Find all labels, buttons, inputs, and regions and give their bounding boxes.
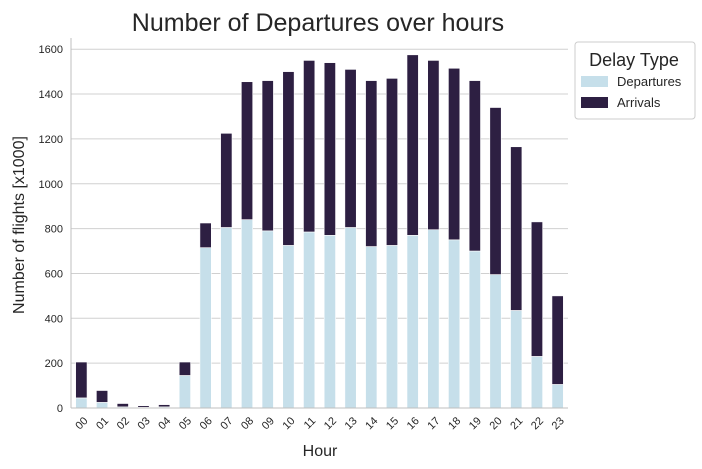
- bar-departures-11: [303, 231, 316, 409]
- bar-arrivals-15: [385, 78, 398, 246]
- y-tick-label: 1400: [39, 89, 63, 101]
- y-tick-label: 0: [57, 403, 63, 415]
- bar-arrivals-13: [344, 69, 357, 228]
- bar-arrivals-12: [323, 62, 336, 236]
- x-tick-label: 08: [239, 415, 256, 432]
- bar-departures-20: [489, 274, 502, 409]
- bar-arrivals-20: [489, 107, 502, 275]
- x-tick-label: 14: [363, 415, 380, 432]
- bar-arrivals-02: [116, 403, 129, 408]
- bar-arrivals-17: [427, 60, 440, 231]
- bar-departures-22: [530, 356, 543, 409]
- x-tick-label: 01: [94, 415, 111, 432]
- bar-departures-18: [448, 239, 461, 409]
- legend-swatch-arrivals: [581, 97, 608, 108]
- gridlines: [71, 48, 568, 409]
- x-tick-label: 23: [550, 415, 567, 432]
- x-tick-label: 15: [384, 415, 401, 432]
- bar-arrivals-09: [261, 80, 274, 232]
- x-tick-label: 12: [322, 415, 339, 432]
- y-tick-label: 600: [45, 268, 63, 280]
- bar-arrivals-03: [137, 405, 150, 408]
- y-axis-label: Number of flights [x1000]: [11, 136, 28, 314]
- bar-departures-08: [241, 219, 254, 409]
- bar-arrivals-01: [96, 390, 109, 403]
- bar-arrivals-04: [158, 404, 171, 408]
- x-tick-label: 06: [198, 415, 215, 432]
- bar-departures-06: [199, 247, 212, 409]
- x-tick-label: 10: [280, 415, 297, 432]
- bar-arrivals-22: [530, 221, 543, 357]
- bar-departures-00: [75, 397, 88, 409]
- x-tick-label: 22: [529, 415, 546, 432]
- bar-arrivals-11: [303, 60, 316, 233]
- y-tick-label: 800: [45, 224, 63, 236]
- x-tick-label: 04: [156, 415, 173, 432]
- bars: [75, 54, 564, 409]
- bar-arrivals-14: [365, 80, 378, 247]
- bar-departures-17: [427, 229, 440, 409]
- bar-departures-13: [344, 227, 357, 409]
- x-tick-label: 11: [302, 415, 319, 432]
- x-tick-label: 17: [425, 415, 442, 432]
- bar-arrivals-00: [75, 361, 88, 399]
- bar-departures-21: [510, 310, 523, 409]
- bar-arrivals-19: [468, 80, 481, 252]
- x-tick-label: 13: [343, 415, 360, 432]
- bar-departures-14: [365, 246, 378, 409]
- y-tick-label: 1600: [39, 44, 63, 56]
- x-tick-label: 09: [260, 415, 277, 432]
- y-tick-label: 1200: [39, 134, 63, 146]
- bar-departures-01: [96, 402, 109, 409]
- legend-title: Delay Type: [589, 50, 679, 70]
- bar-arrivals-06: [199, 222, 212, 248]
- bar-arrivals-08: [241, 81, 254, 220]
- y-tick-label: 400: [45, 313, 63, 325]
- bar-departures-16: [406, 235, 419, 409]
- legend-label-departures: Departures: [617, 74, 682, 89]
- x-tick-label: 21: [508, 415, 525, 432]
- x-tick-label: 18: [446, 415, 463, 432]
- bar-departures-05: [178, 375, 191, 409]
- bar-departures-23: [551, 384, 564, 409]
- bar-departures-19: [468, 250, 481, 409]
- y-tick-label: 1000: [39, 179, 63, 191]
- x-tick-label: 07: [218, 415, 235, 432]
- bar-arrivals-05: [178, 361, 191, 376]
- bar-arrivals-16: [406, 54, 419, 236]
- x-tick-label: 00: [73, 415, 90, 432]
- bar-departures-12: [323, 235, 336, 409]
- bar-departures-10: [282, 245, 295, 409]
- legend-label-arrivals: Arrivals: [617, 95, 661, 110]
- legend-swatch-departures: [581, 76, 608, 87]
- x-axis-label: Hour: [303, 443, 338, 460]
- x-tick-label: 20: [488, 415, 505, 432]
- bar-departures-09: [261, 230, 274, 409]
- chart-title: Number of Departures over hours: [132, 9, 504, 37]
- y-tick-labels: 0 200 400 600 800 1000 1200 1400 1600: [39, 44, 63, 415]
- bar-departures-07: [220, 227, 233, 409]
- bar-arrivals-23: [551, 295, 564, 385]
- y-tick-label: 200: [45, 358, 63, 370]
- bar-arrivals-18: [448, 67, 461, 241]
- bar-departures-15: [385, 245, 398, 409]
- x-tick-label: 02: [115, 415, 132, 432]
- bar-arrivals-07: [220, 133, 233, 228]
- legend: Delay Type Departures Arrivals: [574, 41, 696, 120]
- x-tick-label: 19: [467, 415, 484, 432]
- x-tick-label: 16: [405, 415, 422, 432]
- x-tick-label: 05: [177, 415, 194, 432]
- axes: [70, 38, 568, 409]
- x-tick-labels: 00 01 02 03 04 05 06 07 08 09 10 11 12 13 14 15 16 17 18 19…: [73, 415, 566, 432]
- bar-arrivals-10: [282, 71, 295, 246]
- x-tick-label: 03: [136, 415, 153, 432]
- bar-arrivals-21: [510, 146, 523, 311]
